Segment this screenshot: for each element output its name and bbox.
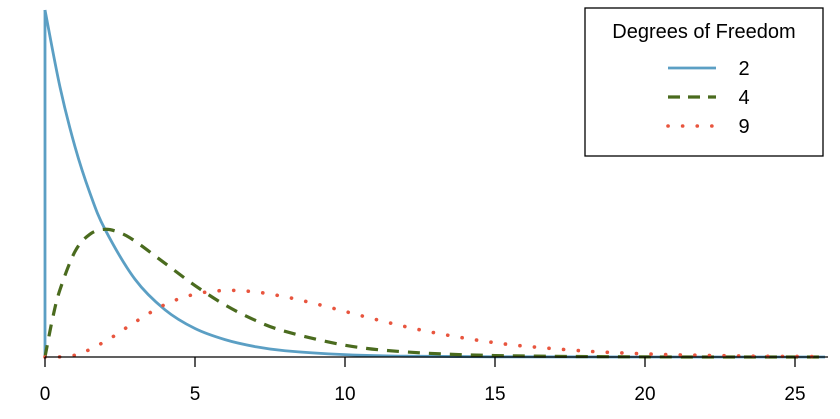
legend: Degrees of Freedom 2 4 9 bbox=[584, 7, 824, 157]
series-line-df-9 bbox=[43, 288, 827, 359]
legend-title: Degrees of Freedom bbox=[612, 21, 795, 43]
legend-label-df-9: 9 bbox=[738, 116, 749, 138]
legend-label-df-4: 4 bbox=[738, 87, 749, 109]
series-line-df-4 bbox=[43, 227, 826, 359]
legend-box bbox=[584, 7, 824, 157]
legend-entries: 2 4 9 bbox=[666, 58, 750, 138]
x-tick-label: 25 bbox=[784, 384, 805, 405]
x-tick-label: 0 bbox=[40, 384, 51, 405]
x-tick-label: 20 bbox=[634, 384, 655, 405]
legend-label-df-2: 2 bbox=[738, 58, 749, 80]
x-axis-ticks: 0 5 10 15 20 25 bbox=[40, 357, 806, 405]
x-tick-label: 10 bbox=[334, 384, 355, 405]
x-tick-label: 5 bbox=[190, 384, 201, 405]
x-tick-label: 15 bbox=[484, 384, 505, 405]
